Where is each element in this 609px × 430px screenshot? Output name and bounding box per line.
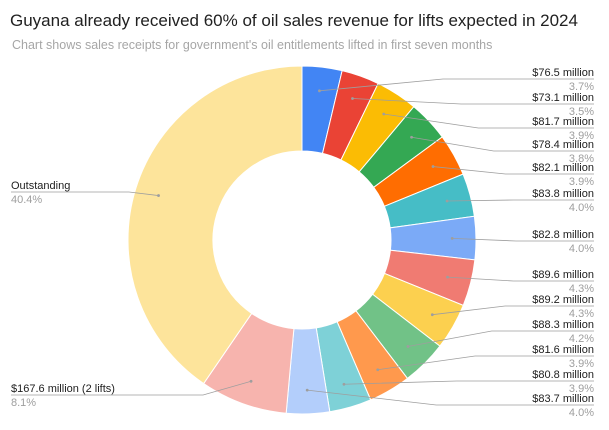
chart-subtitle: Chart shows sales receipts for governmen… (12, 38, 493, 52)
slice-value-label: $167.6 million (2 lifts) (11, 383, 115, 395)
slice-value-label: $81.7 million (532, 116, 594, 128)
leader-line (11, 380, 252, 396)
slice-value-label: $82.8 million (532, 229, 594, 241)
leader-dot (445, 199, 449, 203)
leader-line (383, 113, 594, 129)
donut-slices (127, 65, 477, 415)
leader-dot (249, 379, 253, 383)
slice-value-label: $89.2 million (532, 294, 594, 306)
leader-line (452, 237, 594, 242)
slice-value-label: $83.7 million (532, 393, 594, 405)
slice-value-label: $89.6 million (532, 269, 594, 281)
slice-value-label: $83.8 million (532, 188, 594, 200)
slice-percent-label: 4.2% (569, 333, 594, 345)
slice-percent-label: 3.9% (569, 176, 594, 188)
slice-percent-label: 3.9% (569, 130, 594, 142)
leader-dot (157, 194, 160, 197)
leader-line (432, 166, 594, 175)
slice-value-label: $78.4 million (532, 139, 594, 151)
slice-percent-label: 4.0% (569, 202, 594, 214)
slice-percent-label: 4.3% (569, 283, 594, 295)
donut-slice (127, 65, 303, 385)
slice-value-label: $82.1 million (532, 162, 594, 174)
slice-percent-label: 3.9% (569, 383, 594, 395)
slice-value-label: $80.8 million (532, 369, 594, 381)
leader-line (447, 276, 594, 282)
slice-value-label: $76.5 million (532, 67, 594, 79)
slice-value-label: Outstanding (11, 180, 70, 192)
slice-percent-label: 3.8% (569, 153, 594, 165)
leader-line (319, 78, 594, 92)
leader-line (447, 199, 594, 202)
leader-line (432, 305, 594, 316)
slice-percent-label: 8.1% (11, 397, 36, 409)
slice-percent-label: 4.0% (569, 243, 594, 255)
leader-line (11, 191, 159, 196)
slice-percent-label: 40.4% (11, 194, 42, 206)
leader-line (411, 136, 594, 152)
leader-line (352, 98, 594, 105)
slice-percent-label: 3.7% (569, 81, 594, 93)
slice-percent-label: 4.3% (569, 308, 594, 320)
leader-line (307, 389, 594, 406)
leader-line (377, 355, 594, 371)
slice-percent-label: 4.0% (569, 407, 594, 419)
leader-line (407, 330, 594, 347)
chart-title: Guyana already received 60% of oil sales… (10, 11, 578, 30)
slice-labels: $76.5 million 3.7%$73.1 million 3.5%$81.7 … (11, 67, 594, 419)
slice-value-label: $73.1 million (532, 92, 594, 104)
slice-value-label: $88.3 million (532, 319, 594, 331)
slice-percent-label: 3.5% (569, 106, 594, 118)
leader-lines (11, 78, 594, 406)
slice-value-label: $81.6 million (532, 344, 594, 356)
leader-line (343, 380, 594, 385)
slice-percent-label: 3.9% (569, 358, 594, 370)
